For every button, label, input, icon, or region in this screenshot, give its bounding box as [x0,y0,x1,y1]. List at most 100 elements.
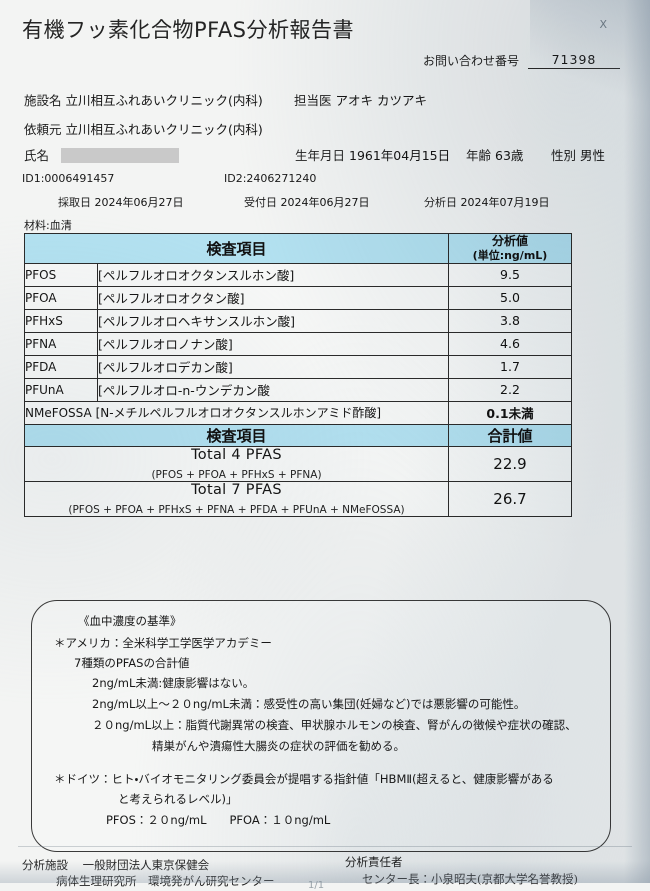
table-row: PFHxS [ペルフルオロヘキサンスルホン酸] 3.8 [24,308,572,333]
requester-value: 立川相互ふれあいクリニック(内科) [65,122,263,137]
table-row: NMeFOSSA [N-メチルペルフルオロオクタンスルホンアミド酢酸] 0.1未… [24,400,572,425]
analysis-date-group: 分析日 2024年07月19日 [424,194,550,210]
collection-date-group: 採取日 2024年06月27日 [58,194,184,210]
page-title: 有機フッ素化合物PFAS分析報告書 [22,18,355,42]
table-row: PFDA [ペルフルオロデカン酸] 1.7 [24,354,572,379]
birthdate-label: 生年月日 [295,148,346,163]
notes-line-germany: ＊ドイツ：ヒト・バイオモニタリング委員会が提唱する指針値「HBMⅡ(超えると、健… [54,772,554,786]
results-header-row: 検査項目 分析値 (単位:ng/mL) [24,233,572,264]
table-row: PFOS [ペルフルオロオクタンスルホン酸] 9.5 [24,262,572,287]
analyte-name: [ペルフルオロノナン酸] [97,331,449,356]
analyte-code: PFHxS [24,308,98,333]
table-row: Total 7 PFAS (PFOS + PFOA + PFHxS + PFNA… [24,480,572,517]
sex-label: 性別 [551,148,577,163]
analyte-value: 3.8 [448,308,572,333]
results-header-value: 分析値 (単位:ng/mL) [448,233,572,264]
analyte-value: 9.5 [448,262,572,287]
table-row: PFOA [ペルフルオロオクタン酸] 5.0 [24,285,572,310]
table-row: PFUnA [ペルフルオロ-n-ウンデカン酸 2.2 [24,377,572,402]
patient-id1: ID1:0006491457 [22,172,115,185]
notes-line-sum7: 7種類のPFASの合計値 [74,656,190,670]
corner-x-mark: X [599,18,607,31]
analyte-name: [ペルフルオロヘキサンスルホン酸] [97,308,449,333]
reference-standards-box: 《血中濃度の基準》 ＊アメリカ：全米科学工学医学アカデミー 7種類のPFASの合… [31,600,611,852]
analyte-value: 2.2 [448,377,572,402]
age-value: 63歳 [495,148,524,163]
total-formula: (PFOS + PFOA + PFHxS + PFNA) [151,468,322,481]
analyte-value: 1.7 [448,354,572,379]
analyte-code-name: NMeFOSSA [N-メチルペルフルオロオクタンスルホンアミド酢酸] [24,400,449,425]
analyte-code: PFOA [24,285,98,310]
lab-facility-group: 分析施設 一般財団法人東京保健会 [22,857,209,873]
total-title: Total 4 PFAS [191,446,282,463]
sex-group: 性別 男性 [551,145,605,164]
reception-date-label: 受付日 [244,196,277,209]
age-group: 年齢 63歳 [466,145,523,164]
requester-group: 依頼元 立川相互ふれあいクリニック(内科) [24,119,263,138]
notes-line-over20-cont: 精巣がんや潰瘍性大腸炎の症状の評価を勧める。 [152,739,405,753]
requester-label: 依頼元 [24,122,62,137]
totals-header-value: 合計値 [448,423,572,447]
facility-value: 立川相互ふれあいクリニック(内科) [65,93,263,108]
table-row: PFNA [ペルフルオロノナン酸] 4.6 [24,331,572,356]
reception-date-group: 受付日 2024年06月27日 [244,194,370,210]
analyte-value: 4.6 [448,331,572,356]
doctor-group: 担当医 アオキ カツアキ [294,90,427,109]
notes-line-over20: ２０ng/mL以上：脂質代謝異常の検査、甲状腺ホルモンの検査、腎がんの徴候や症状… [92,718,577,732]
sex-value: 男性 [580,148,606,163]
notes-title: 《血中濃度の基準》 [78,614,182,628]
results-header-value-line2: (単位:ng/mL) [472,249,548,262]
responsible-person-value: センター長：小泉昭夫(京都大学名誉教授) [362,872,578,886]
notes-line-usa: ＊アメリカ：全米科学工学医学アカデミー [54,636,272,650]
redacted-name-box [61,148,179,163]
reception-date-value: 2024年06月27日 [280,196,370,209]
facility-group: 施設名 立川相互ふれあいクリニック(内科) [24,90,263,109]
analyte-name: [ペルフルオロ-n-ウンデカン酸 [97,377,449,402]
responsible-person-label: 分析責任者 [345,855,403,869]
lab-department: 病体生理研究所 環境発がん研究センター [56,874,275,888]
analyte-code: PFDA [24,354,98,379]
analyte-code: NMeFOSSA [25,406,92,421]
analyte-name: [ペルフルオロオクタン酸] [97,285,449,310]
material-value: 材料:血清 [24,219,72,232]
birthdate-group: 生年月日 1961年04月15日 [295,145,450,164]
birthdate-value: 1961年04月15日 [349,148,451,163]
patient-id2: ID2:2406271240 [224,172,317,185]
age-label: 年齢 [466,148,492,163]
total-title: Total 7 PFAS [191,481,282,498]
totals-header-item: 検査項目 [24,423,449,447]
analysis-date-label: 分析日 [424,196,457,209]
inquiry-number-label: お問い合わせ番号 [422,54,519,68]
total-value: 26.7 [448,480,572,517]
analyte-value: 0.1未満 [448,400,572,425]
patient-name-label: 氏名 [24,148,50,163]
pfas-results-table: 検査項目 分析値 (単位:ng/mL) PFOS [ペルフルオロオクタンスルホン… [24,233,572,517]
lab-facility-name: 一般財団法人東京保健会 [82,858,210,872]
notes-line-hbm-values: PFOS：２０ng/mL PFOA：１０ng/mL [106,813,331,827]
lab-facility-label: 分析施設 [22,858,68,872]
analysis-date-value: 2024年07月19日 [460,196,550,209]
analyte-code: PFOS [24,262,98,287]
page-number: 1/1 [308,880,325,891]
collection-date-value: 2024年06月27日 [94,196,184,209]
results-header-item: 検査項目 [24,233,449,264]
total-group: Total 4 PFAS (PFOS + PFOA + PFHxS + PFNA… [24,445,449,482]
total-formula: (PFOS + PFOA + PFHxS + PFNA + PFDA + PFU… [68,503,405,516]
total-value: 22.9 [448,445,572,482]
notes-line-germany-cont: と考えられるレベル)」 [118,792,238,806]
facility-label: 施設名 [24,93,62,108]
inquiry-number-value: 71398 [528,52,620,69]
results-header-value-line1: 分析値 [491,234,528,248]
notes-line-2to20: 2ng/mL以上～２０ng/mL未満：感受性の高い集団(妊婦など)では悪影響の可… [92,697,526,711]
totals-header-row: 検査項目 合計値 [24,423,572,447]
analyte-code: PFUnA [24,377,98,402]
footer-divider [18,846,632,847]
analyte-name: [N-メチルペルフルオロオクタンスルホンアミド酢酸] [95,406,382,421]
doctor-value: アオキ カツアキ [335,93,427,108]
table-row: Total 4 PFAS (PFOS + PFOA + PFHxS + PFNA… [24,445,572,482]
analyte-value: 5.0 [448,285,572,310]
patient-name-group: 氏名 [24,145,179,164]
total-group: Total 7 PFAS (PFOS + PFOA + PFHxS + PFNA… [24,480,449,517]
notes-line-under2: 2ng/mL未満:健康影響はない。 [92,676,255,690]
